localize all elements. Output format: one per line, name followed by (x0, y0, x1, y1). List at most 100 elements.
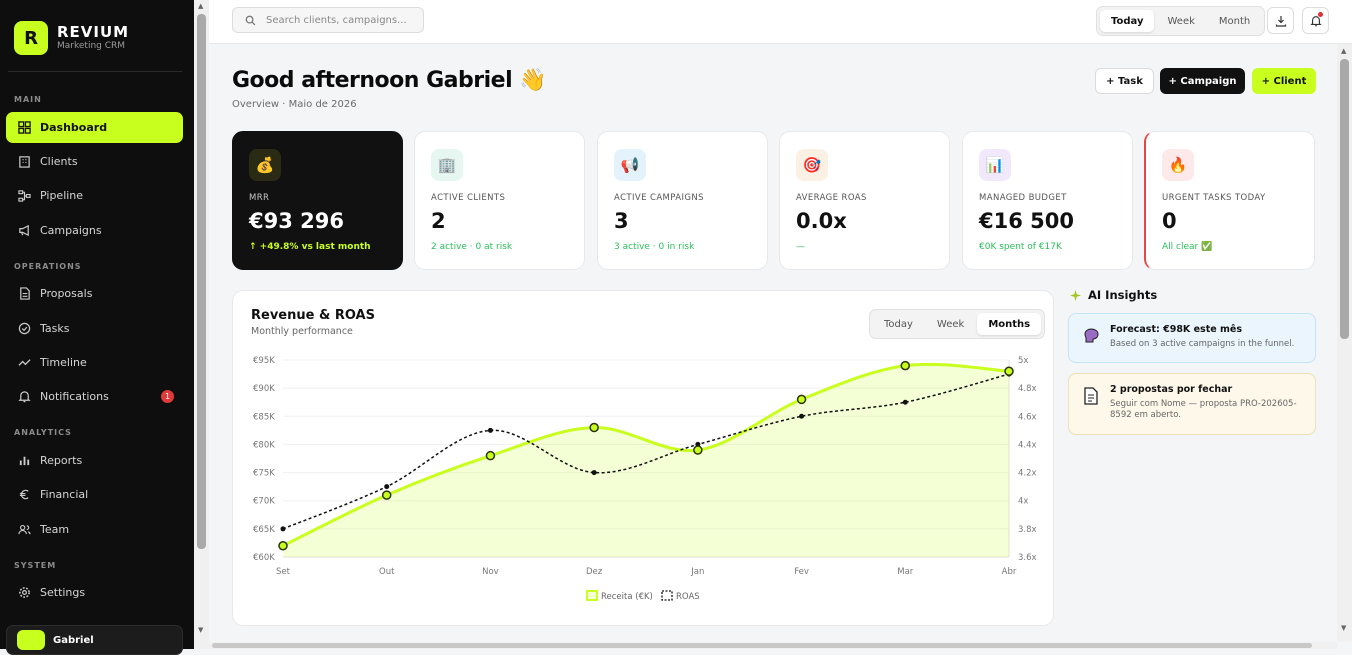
y-right-tick-label: 4.4x (1018, 440, 1037, 450)
sidebar-item-dashboard[interactable]: Dashboard (6, 112, 183, 143)
search-placeholder: Search clients, campaigns... (266, 14, 407, 26)
y-right-tick-label: 3.6x (1018, 553, 1037, 563)
sidebar-item-clients[interactable]: Clients (6, 146, 183, 177)
document-icon (20, 287, 30, 300)
page-title: Good afternoon Gabriel 👋 (232, 68, 547, 93)
section-operations: OPERATIONS (14, 262, 82, 271)
download-icon (1275, 15, 1286, 27)
gear-icon (19, 587, 30, 598)
sidebar-item-financial[interactable]: Financial (6, 479, 183, 510)
building-icon (19, 156, 30, 168)
notification-count-badge: 1 (161, 390, 174, 403)
x-tick-label: Fev (794, 567, 809, 577)
kpi-card-urgent-tasks[interactable]: 🔥 URGENT TASKS TODAY 0 All clear ✅ (1144, 131, 1315, 270)
roas-point (487, 427, 493, 433)
download-button[interactable] (1267, 7, 1294, 34)
sidebar-item-timeline[interactable]: Timeline (6, 347, 183, 378)
revenue-point (381, 490, 392, 500)
scrollbar-thumb[interactable] (1340, 59, 1349, 339)
sidebar-item-label: Campaigns (40, 224, 102, 237)
avatar (17, 630, 45, 650)
sidebar-item-tasks[interactable]: Tasks (6, 313, 183, 344)
sidebar-item-label: Proposals (40, 287, 93, 300)
brain-icon (1084, 328, 1099, 343)
sidebar-item-label: Dashboard (40, 121, 108, 134)
sidebar-item-team[interactable]: Team (6, 514, 183, 545)
x-tick-label: Jan (690, 567, 704, 577)
logo: R (14, 21, 48, 55)
tab-today[interactable]: Today (884, 318, 913, 330)
y-left-tick-label: €80K (253, 440, 275, 450)
add-campaign-button[interactable]: + Campaign (1160, 68, 1245, 94)
section-analytics: ANALYTICS (14, 428, 72, 437)
kpi-card-active-campaigns[interactable]: 📢 ACTIVE CAMPAIGNS 3 3 active · 0 in ris… (597, 131, 768, 270)
kpi-card-managed-budget[interactable]: 📊 MANAGED BUDGET €16 500 €0K spent of €1… (962, 131, 1133, 270)
kpi-value: €93 296 (249, 209, 344, 233)
sidebar-item-reports[interactable]: Reports (6, 445, 183, 476)
money-bag-icon: 💰 (249, 149, 281, 181)
y-left-tick-label: €90K (253, 384, 275, 394)
x-tick-label: Abr (1002, 567, 1017, 577)
insight-body: Seguir com Nome — proposta PRO-202605-85… (1110, 399, 1297, 420)
sidebar-item-label: Financial (40, 488, 89, 501)
scroll-down-arrow-icon[interactable]: ▼ (1341, 624, 1347, 632)
legend-swatch-roas (661, 590, 673, 601)
sidebar-item-label: Settings (40, 586, 86, 599)
user-card[interactable]: Gabriel (6, 625, 183, 655)
brand-name: REVIUM (57, 23, 130, 41)
unread-dot (1318, 12, 1323, 17)
sidebar-item-campaigns[interactable]: Campaigns (6, 215, 183, 246)
kpi-sub: — (796, 242, 805, 252)
sidebar-item-pipeline[interactable]: Pipeline (6, 180, 183, 211)
bell-icon (1309, 15, 1322, 26)
period-week[interactable]: Week (1167, 15, 1195, 27)
sidebar-item-label: Clients (40, 155, 78, 168)
sidebar-scrollbar[interactable]: ▲ ▼ (194, 0, 209, 649)
horizontal-scrollbar[interactable] (209, 642, 1337, 649)
kpi-card-mrr[interactable]: 💰 MRR €93 296 ↑ +49.8% vs last month (232, 131, 403, 270)
period-month[interactable]: Month (1218, 15, 1251, 27)
kpi-card-active-clients[interactable]: 🏢 ACTIVE CLIENTS 2 2 active · 0 at risk (414, 131, 585, 270)
kpi-trend: ↑ +49.8% vs last month (249, 242, 371, 252)
kpi-sub: 3 active · 0 in risk (614, 242, 695, 252)
tab-months[interactable]: Months (977, 313, 1042, 335)
legend-label-revenue: Receita (€K) (601, 592, 653, 602)
megaphone-icon (19, 224, 29, 237)
add-task-button[interactable]: + Task (1095, 68, 1154, 94)
notifications-button[interactable] (1302, 7, 1329, 34)
tab-week[interactable]: Week (936, 318, 965, 330)
sparkle-icon (1069, 289, 1082, 301)
scroll-up-arrow-icon[interactable]: ▲ (1341, 47, 1347, 55)
revenue-area (283, 364, 1009, 557)
brand[interactable]: R REVIUM Marketing CRM (14, 21, 129, 55)
insight-card-forecast[interactable]: Forecast: €98K este mês Based on 3 activ… (1068, 313, 1316, 363)
kpi-label: MRR (249, 193, 270, 203)
kpi-card-average-roas[interactable]: 🎯 AVERAGE ROAS 0.0x — (779, 131, 950, 270)
revenue-roas-card: Revenue & ROAS Monthly performance Today… (232, 290, 1054, 626)
sidebar-item-notifications[interactable]: Notifications 1 (6, 381, 183, 412)
revenue-point (485, 450, 496, 461)
revenue-point (278, 540, 288, 551)
insight-card-proposals[interactable]: 2 propostas por fechar Seguir com Nome —… (1068, 373, 1316, 435)
scrollbar-thumb[interactable] (212, 643, 1312, 648)
revenue-roas-chart: €60K €65K €70K €75K €80K €85K €90K €95K 3.6x 3.8x… (253, 356, 1037, 602)
add-client-button[interactable]: + Client (1252, 68, 1316, 94)
main-scrollbar[interactable]: ▲ ▼ (1337, 44, 1352, 642)
x-tick-label: Nov (482, 567, 499, 577)
revenue-point (900, 360, 911, 371)
sidebar-item-settings[interactable]: Settings (6, 577, 183, 608)
chart-subtitle: Monthly performance (251, 326, 353, 337)
sidebar-item-label: Reports (40, 454, 83, 467)
scroll-up-arrow-icon[interactable]: ▲ (198, 2, 204, 10)
sidebar: R REVIUM Marketing CRM MAIN Dashboard Cl… (0, 0, 194, 655)
period-selector: Today Week Month (1096, 6, 1266, 36)
scrollbar-thumb[interactable] (197, 14, 206, 549)
period-today[interactable]: Today (1100, 10, 1155, 32)
sidebar-item-label: Timeline (40, 356, 87, 369)
pipeline-icon (18, 190, 31, 202)
sidebar-item-proposals[interactable]: Proposals (6, 278, 183, 309)
users-icon (18, 524, 31, 535)
search-input[interactable]: Search clients, campaigns... (232, 7, 424, 33)
scroll-down-arrow-icon[interactable]: ▼ (198, 626, 204, 634)
y-right-tick-label: 4.2x (1018, 469, 1037, 479)
